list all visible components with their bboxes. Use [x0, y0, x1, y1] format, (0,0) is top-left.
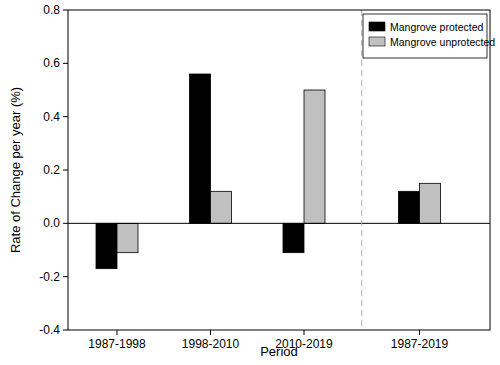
y-tick: [63, 223, 68, 224]
y-tick: [63, 170, 68, 171]
legend-swatch: [369, 37, 385, 46]
x-tick: [304, 330, 305, 335]
bar: [399, 191, 420, 223]
legend-swatch: [369, 22, 385, 31]
y-tick: [63, 330, 68, 331]
bar: [117, 223, 138, 252]
bar: [304, 90, 325, 223]
bars: [96, 74, 441, 269]
x-tick: [210, 330, 211, 335]
bar: [190, 74, 211, 223]
y-tick-label: 0.8: [43, 3, 60, 17]
x-tick: [419, 330, 420, 335]
x-tick-label: 1987-2019: [391, 337, 449, 351]
bar: [283, 223, 304, 252]
y-axis-label: Rate of Change per year (%): [8, 87, 23, 253]
y-tick: [63, 276, 68, 277]
chart-container: -0.4 -0.2 0.0 0.2 0.4 0.6 0.8 1987-1998 1998-201…: [0, 0, 500, 365]
x-tick-label: 1998-2010: [182, 337, 240, 351]
zero-line: [68, 223, 490, 224]
legend-label: Mangrove protected: [390, 21, 484, 33]
bar: [420, 183, 441, 223]
plot-frame: [68, 10, 490, 330]
y-tick-label: 0.4: [43, 110, 60, 124]
y-tick-label: 0.6: [43, 56, 60, 70]
y-tick-label: -0.4: [39, 323, 60, 337]
bar: [211, 191, 232, 223]
y-tick: [63, 63, 68, 64]
chart-svg: -0.4 -0.2 0.0 0.2 0.4 0.6 0.8 1987-1998 1998-201…: [0, 0, 500, 365]
y-tick-label: -0.2: [39, 270, 60, 284]
separator: [361, 10, 362, 330]
x-tick: [117, 330, 118, 335]
y-tick: [63, 10, 68, 11]
y-tick: [63, 116, 68, 117]
legend: Mangrove protected Mangrove unprotected: [363, 14, 495, 58]
bar: [96, 223, 117, 268]
y-tick-label: 0.2: [43, 163, 60, 177]
x-axis-label: Period: [260, 344, 298, 359]
legend-label: Mangrove unprotected: [390, 36, 495, 48]
x-tick-label: 1987-1998: [88, 337, 146, 351]
y-tick-label: 0.0: [43, 216, 60, 230]
